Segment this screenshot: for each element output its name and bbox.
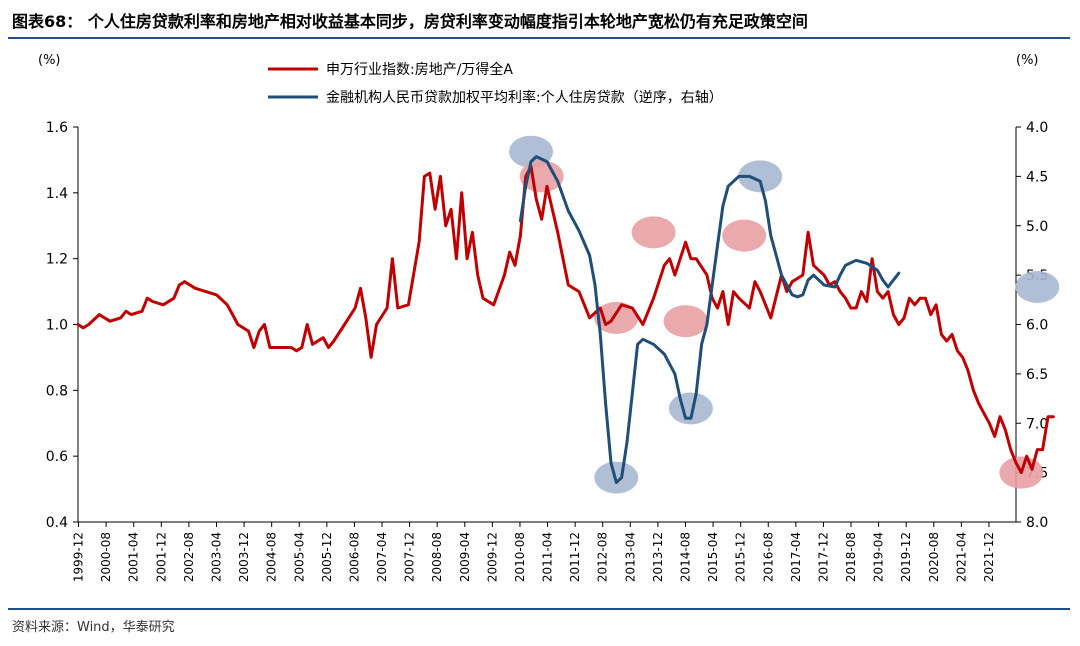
- x-tick-label: 2009-04: [458, 532, 472, 582]
- x-tick-label: 2003-04: [209, 532, 223, 582]
- x-tick-label: 2001-04: [127, 532, 141, 582]
- left-axis-unit: (%): [38, 53, 61, 68]
- legend: 申万行业指数:房地产/万得全A 金融机构人民币贷款加权平均利率:个人住房贷款（逆…: [268, 61, 723, 106]
- x-tick-label: 2017-12: [816, 532, 830, 582]
- right-tick-label: 4.5: [1026, 169, 1048, 185]
- red-highlight-marker: [631, 216, 676, 249]
- blue-highlight-marker: [738, 160, 783, 193]
- left-tick-label: 0.8: [46, 383, 68, 399]
- x-tick-label: 2015-04: [706, 532, 720, 582]
- blue-highlight-marker: [1015, 270, 1060, 303]
- x-tick-label: 2002-08: [182, 532, 196, 582]
- bottom-rule: [8, 608, 1070, 610]
- x-tick-label: 2011-12: [568, 532, 582, 582]
- left-tick-label: 0.6: [46, 449, 68, 465]
- x-tick-label: 2019-04: [872, 532, 886, 582]
- x-tick-label: 2003-12: [237, 532, 251, 582]
- right-tick-label: 6.0: [1026, 318, 1048, 334]
- left-tick-label: 1.6: [46, 120, 68, 136]
- left-tick-label: 1.4: [46, 186, 68, 202]
- x-tick-label: 2007-04: [375, 532, 389, 582]
- legend-label-red: 申万行业指数:房地产/万得全A: [326, 61, 513, 78]
- axes: 1.61.41.21.00.80.60.44.04.55.05.56.06.57…: [46, 120, 1049, 582]
- x-tick-label: 2010-08: [513, 532, 527, 582]
- right-tick-label: 8.0: [1026, 515, 1048, 531]
- x-tick-label: 2005-12: [320, 532, 334, 582]
- chart: (%) (%) 申万行业指数:房地产/万得全A 金融机构人民币贷款加权平均利率:…: [38, 53, 1060, 582]
- red-highlight-marker: [663, 305, 708, 338]
- x-tick-label: 2015-12: [734, 532, 748, 582]
- series-lines: [76, 155, 1055, 484]
- x-tick-label: 2012-08: [596, 532, 610, 582]
- series-line-relative-return: [76, 165, 1055, 475]
- x-tick-label: 1999-12: [72, 532, 86, 582]
- chart-title: 图表68： 个人住房贷款利率和房地产相对收益基本同步，房贷利率变动幅度指引本轮地…: [12, 12, 808, 31]
- x-tick-label: 2007-12: [403, 532, 417, 582]
- x-tick-label: 2013-12: [651, 532, 665, 582]
- x-tick-label: 2021-12: [982, 532, 996, 582]
- right-tick-label: 7.0: [1026, 416, 1048, 432]
- x-tick-label: 2018-08: [844, 532, 858, 582]
- legend-label-blue: 金融机构人民币贷款加权平均利率:个人住房贷款（逆序，右轴）: [326, 89, 723, 106]
- right-tick-label: 6.5: [1026, 367, 1048, 383]
- source-note: 资料来源：Wind，华泰研究: [12, 620, 175, 635]
- left-tick-label: 1.0: [46, 318, 68, 334]
- x-tick-label: 2001-12: [154, 532, 168, 582]
- x-tick-label: 2011-04: [541, 532, 555, 582]
- x-tick-label: 2014-08: [678, 532, 692, 582]
- right-tick-label: 5.0: [1026, 219, 1048, 235]
- right-tick-label: 4.0: [1026, 120, 1048, 136]
- x-tick-label: 2009-12: [485, 532, 499, 582]
- left-tick-label: 0.4: [46, 515, 68, 531]
- red-highlight-marker: [722, 219, 767, 252]
- x-tick-label: 2006-08: [347, 532, 361, 582]
- x-tick-label: 2020-08: [927, 532, 941, 582]
- x-tick-label: 2021-04: [954, 532, 968, 582]
- x-tick-label: 2013-04: [623, 532, 637, 582]
- x-tick-label: 2005-04: [292, 532, 306, 582]
- x-tick-label: 2017-04: [789, 532, 803, 582]
- x-tick-label: 2019-12: [899, 532, 913, 582]
- x-tick-label: 2016-08: [761, 532, 775, 582]
- right-axis-unit: (%): [1016, 53, 1039, 68]
- title-rule: [8, 37, 1070, 39]
- x-tick-label: 2000-08: [99, 532, 113, 582]
- left-tick-label: 1.2: [46, 252, 68, 268]
- x-tick-label: 2008-08: [430, 532, 444, 582]
- x-tick-label: 2004-08: [265, 532, 279, 582]
- series-line-mortgage-rate: [518, 155, 901, 484]
